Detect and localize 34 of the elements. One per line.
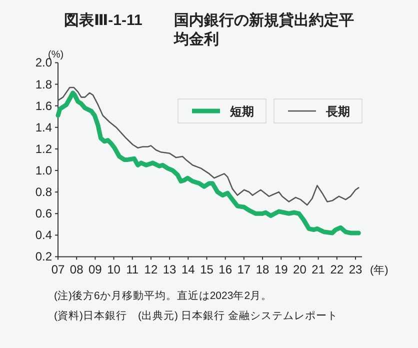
y-tick-label: 0.2 [35, 250, 52, 264]
y-tick-label: 1.2 [35, 142, 52, 156]
y-tick-label: 1.6 [35, 98, 52, 113]
legend-label: 短期 [229, 104, 254, 118]
text: (注)後方6か月移動平均。直近は2023年2月。 [54, 289, 272, 303]
x-tick-label: 22 [330, 262, 344, 277]
y-tick-label: 0.4 [35, 228, 52, 242]
x-tick-label: 18 [256, 262, 270, 277]
x-tick-label: 10 [107, 262, 121, 277]
y-tick-label: 0.8 [35, 185, 52, 200]
x-tick-label: 12 [144, 262, 158, 277]
y-tick-label: 1.8 [35, 77, 52, 92]
x-tick-label: 13 [162, 262, 177, 277]
x-tick-label: 15 [200, 262, 214, 277]
x-tick-label: 17 [237, 262, 251, 277]
x-axis-title: (年) [370, 264, 388, 277]
x-tick-label: 23 [348, 262, 362, 277]
x-tick-label: 08 [70, 262, 84, 277]
x-tick-label: 16 [218, 262, 232, 277]
x-tick-label: 09 [88, 262, 102, 277]
y-tick-label: 0.6 [35, 206, 52, 221]
legend-label: 長期 [325, 104, 350, 118]
chart-subtitle: 国内銀行の新規貸出約定平均金利 [174, 11, 355, 49]
y-tick-label: 1.0 [35, 163, 52, 178]
y-tick-label: 1.4 [35, 120, 52, 134]
x-tick-label: 07 [51, 262, 65, 277]
text: (資料)日本銀行 (出典元) 日本銀行 金融システムレポート [54, 309, 338, 323]
y-axis-title: (%) [48, 50, 64, 61]
chart-title: 図表Ⅲ-1-11 [64, 11, 142, 30]
x-tick-label: 21 [312, 262, 326, 277]
x-tick-label: 14 [181, 262, 196, 277]
x-tick-label: 19 [274, 262, 288, 277]
x-tick-label: 20 [293, 262, 307, 277]
x-tick-label: 11 [126, 262, 139, 277]
